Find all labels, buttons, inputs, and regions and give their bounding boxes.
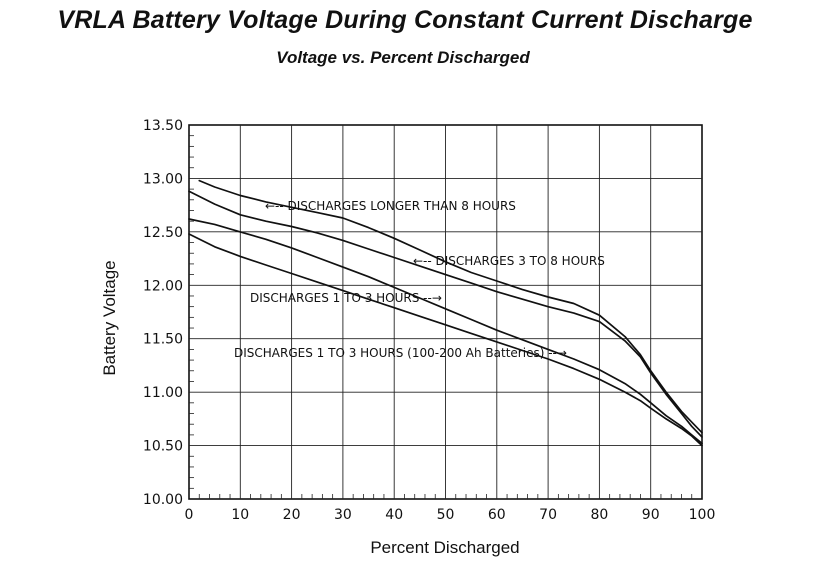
x-tick-label: 20 <box>283 507 301 523</box>
x-tick-label: 30 <box>334 507 352 523</box>
series-lines <box>188 179 703 447</box>
minor-ticks <box>189 135 693 499</box>
annotation-1-to-3-hours: DISCHARGES 1 TO 3 HOURS --→ <box>250 291 442 305</box>
y-tick-label: 10.00 <box>143 492 183 508</box>
series-line-2 <box>188 218 703 445</box>
x-tick-label: 50 <box>437 507 455 523</box>
x-tick-label: 10 <box>231 507 249 523</box>
x-tick-label: 100 <box>689 507 716 523</box>
annotation-1-to-3-hours-100-200ah: DISCHARGES 1 TO 3 HOURS (100-200 Ah Batt… <box>234 346 567 360</box>
y-tick-label: 10.50 <box>143 439 183 455</box>
x-tick-label: 0 <box>185 507 194 523</box>
grid-lines <box>189 125 702 499</box>
series-line-3 <box>188 233 703 447</box>
y-tick-labels: 10.00 10.50 11.00 11.50 12.00 12.50 13.00 13.50 <box>143 118 183 508</box>
x-tick-labels: 0 10 20 30 40 50 60 70 80 90 100 <box>185 507 716 523</box>
y-tick-label: 12.00 <box>143 278 183 294</box>
x-tick-label: 40 <box>385 507 403 523</box>
annotation-3-to-8-hours: ←-- DISCHARGES 3 TO 8 HOURS <box>413 254 605 268</box>
series-line-0 <box>198 179 703 434</box>
annotation-longer-than-8-hours: ←-- DISCHARGES LONGER THAN 8 HOURS <box>265 199 516 213</box>
x-tick-label: 90 <box>642 507 660 523</box>
y-tick-label: 13.50 <box>143 118 183 134</box>
y-tick-label: 12.50 <box>143 225 183 241</box>
x-tick-label: 60 <box>488 507 506 523</box>
y-tick-label: 11.00 <box>143 385 183 401</box>
y-tick-label: 11.50 <box>143 332 183 348</box>
x-axis-title: Percent Discharged <box>370 538 519 557</box>
x-tick-label: 70 <box>539 507 557 523</box>
x-tick-label: 80 <box>590 507 608 523</box>
chart-title: VRLA Battery Voltage During Constant Cur… <box>57 6 753 34</box>
series-line-1 <box>188 190 703 438</box>
y-axis-title: Battery Voltage <box>100 260 119 375</box>
chart-subtitle: Voltage vs. Percent Discharged <box>276 48 530 67</box>
y-tick-label: 13.00 <box>143 171 183 187</box>
